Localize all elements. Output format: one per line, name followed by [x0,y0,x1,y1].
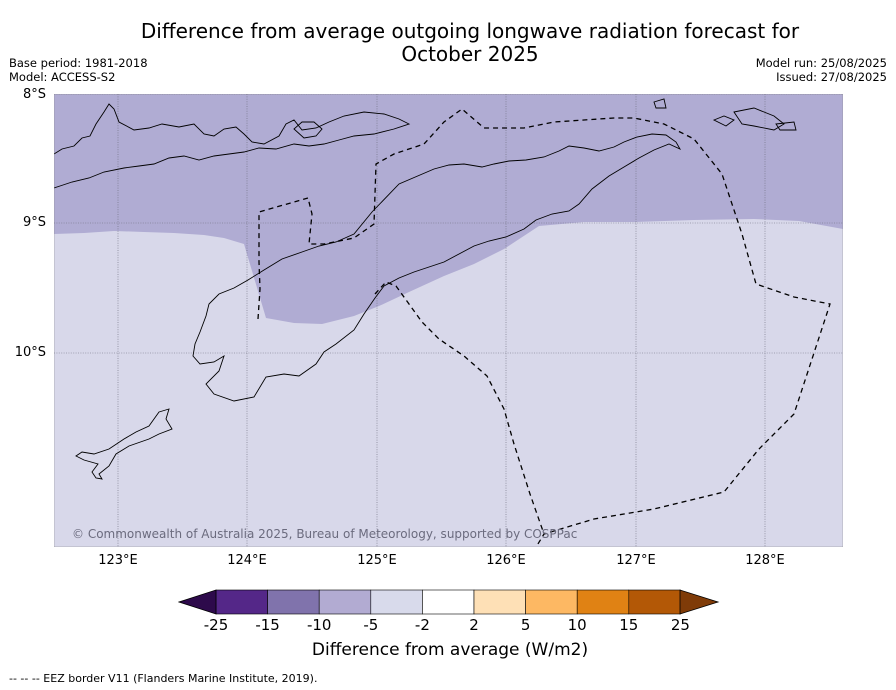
colorbar [178,589,720,615]
lon-label-123e: 123°E [98,553,138,568]
colorbar-bin [215,589,268,615]
colorbar-tick-label: -15 [255,616,280,634]
lon-label-125e: 125°E [357,553,397,568]
colorbar-bin [525,589,578,615]
colorbar-tick-label: 25 [670,616,690,634]
colorbar-below-arrow [178,589,217,615]
babar-island [733,107,785,131]
timor-coast [192,133,682,402]
anomaly-region-dark [54,94,843,324]
colorbar-tick-label: 2 [469,616,479,634]
colorbar-bin [370,589,423,615]
lat-label-10s: 10°S [14,345,46,360]
colorbar-above-arrow [679,589,720,615]
colorbar-tick-label: -25 [203,616,229,634]
colorbar-bin [267,589,320,615]
flores-coast [54,103,411,189]
eez-border [257,108,831,547]
graticule [54,94,843,547]
roti-island [75,408,173,480]
lon-label-127e: 127°E [616,553,656,568]
chart-title: Difference from average outgoing longwav… [110,20,830,66]
eez-footnote: -- -- -- EEZ border V11 (Flanders Marine… [9,672,318,685]
colorbar-tick-label: 15 [619,616,639,634]
lon-label-126e: 126°E [486,553,526,568]
colorbar-tick-label: -2 [414,616,430,634]
colorbar-bin [318,589,372,615]
model-run: Model run: 25/08/2025 [755,56,887,70]
title-line-1: Difference from average outgoing longwav… [140,19,800,43]
alor-island [293,121,323,139]
colorbar-tick-label: 10 [567,616,587,634]
lon-label-124e: 124°E [227,553,267,568]
issued-date: Issued: 27/08/2025 [776,70,887,84]
map-panel [54,94,843,547]
small-island-2 [775,121,797,131]
lon-label-128e: 128°E [745,553,785,568]
coastlines [54,98,797,480]
lat-label-8s: 8°S [22,87,46,102]
colorbar-bin [473,589,526,615]
copyright-notice: © Commonwealth of Australia 2025, Bureau… [72,527,578,541]
colorbar-bin [628,589,681,615]
title-line-2: October 2025 [401,42,539,66]
colorbar-tick-label: -5 [363,616,379,634]
colorbar-bin [576,589,630,615]
base-period: Base period: 1981-2018 [9,56,148,70]
colorbar-bin [422,589,475,615]
meta-left: Base period: 1981-2018 Model: ACCESS-S2 [9,56,148,84]
small-island-1 [712,115,735,127]
colorbar-label: Difference from average (W/m2) [311,640,589,660]
model-name: Model: ACCESS-S2 [9,70,116,84]
wetar-island [653,98,667,109]
colorbar-tick-label: 5 [520,616,531,634]
colorbar-tick-label: -10 [306,616,332,634]
lat-label-9s: 9°S [22,215,46,230]
meta-right: Model run: 25/08/2025 Issued: 27/08/2025 [756,56,887,84]
